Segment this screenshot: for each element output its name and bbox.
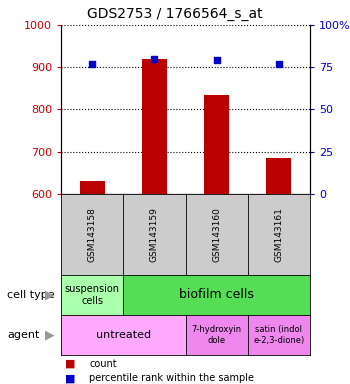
- Text: 7-hydroxyin
dole: 7-hydroxyin dole: [191, 325, 242, 345]
- Text: ■: ■: [65, 373, 75, 383]
- Bar: [80, 181, 105, 194]
- Text: percentile rank within the sample: percentile rank within the sample: [89, 373, 254, 383]
- Text: satin (indol
e-2,3-dione): satin (indol e-2,3-dione): [253, 325, 304, 345]
- Text: GDS2753 / 1766564_s_at: GDS2753 / 1766564_s_at: [87, 7, 263, 21]
- Point: [276, 61, 281, 67]
- Text: biofilm cells: biofilm cells: [179, 288, 254, 301]
- Bar: [266, 158, 291, 194]
- Text: ■: ■: [65, 359, 75, 369]
- Text: suspension
cells: suspension cells: [65, 284, 120, 306]
- Point: [214, 57, 219, 63]
- Text: GSM143161: GSM143161: [274, 207, 283, 262]
- Text: ▶: ▶: [45, 288, 54, 301]
- Text: GSM143159: GSM143159: [150, 207, 159, 262]
- Bar: [142, 59, 167, 194]
- Text: count: count: [89, 359, 117, 369]
- Point: [152, 56, 157, 62]
- Text: ▶: ▶: [45, 329, 54, 341]
- Bar: [204, 95, 229, 194]
- Text: untreated: untreated: [96, 330, 151, 340]
- Point: [90, 61, 95, 67]
- Text: cell type: cell type: [7, 290, 55, 300]
- Text: GSM143160: GSM143160: [212, 207, 221, 262]
- Text: GSM143158: GSM143158: [88, 207, 97, 262]
- Text: agent: agent: [7, 330, 39, 340]
